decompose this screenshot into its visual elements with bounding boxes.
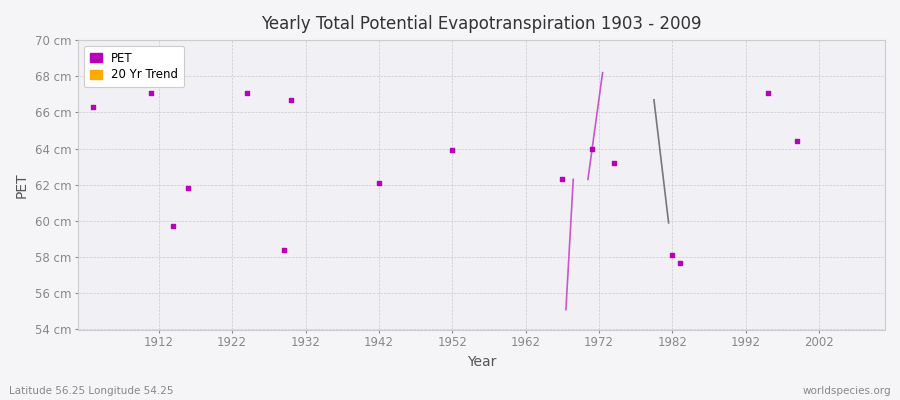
Point: [166, 223, 181, 230]
Point: [760, 89, 775, 96]
Title: Yearly Total Potential Evapotranspiration 1903 - 2009: Yearly Total Potential Evapotranspiratio…: [261, 15, 702, 33]
Point: [607, 160, 621, 166]
Point: [144, 89, 158, 96]
Point: [284, 96, 298, 103]
Point: [239, 89, 254, 96]
Point: [790, 138, 805, 144]
Point: [86, 104, 100, 110]
X-axis label: Year: Year: [467, 355, 496, 369]
Point: [672, 259, 687, 266]
Point: [555, 176, 570, 182]
Point: [584, 146, 598, 152]
Point: [276, 247, 291, 253]
Text: worldspecies.org: worldspecies.org: [803, 386, 891, 396]
Point: [445, 147, 459, 154]
Y-axis label: PET: PET: [15, 172, 29, 198]
Point: [181, 185, 195, 192]
Point: [372, 180, 386, 186]
Text: Latitude 56.25 Longitude 54.25: Latitude 56.25 Longitude 54.25: [9, 386, 174, 396]
Point: [665, 252, 680, 258]
Legend: PET, 20 Yr Trend: PET, 20 Yr Trend: [84, 46, 184, 87]
